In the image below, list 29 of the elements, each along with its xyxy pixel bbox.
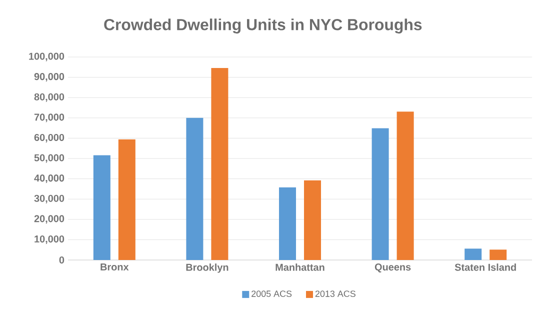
bar xyxy=(93,155,110,260)
x-tick-label: Queens xyxy=(374,264,411,272)
y-tick-label: 30,000 xyxy=(34,194,64,204)
bar xyxy=(211,68,228,260)
bar xyxy=(464,248,482,260)
legend-label: 2013 ACS xyxy=(315,290,356,297)
y-tick-label: 20,000 xyxy=(34,215,64,224)
x-tick-label: Staten Island xyxy=(454,264,516,271)
y-tick-label: 0 xyxy=(59,256,64,264)
y-tick-label: 100,000 xyxy=(29,52,64,62)
y-tick-label: 40,000 xyxy=(34,174,64,184)
x-tick-label: Bronx xyxy=(100,264,129,270)
y-tick-label: 90,000 xyxy=(34,73,64,82)
x-tick-label: Brooklyn xyxy=(186,264,228,273)
bar xyxy=(372,128,389,260)
bar xyxy=(490,250,507,260)
bar xyxy=(396,112,414,260)
y-tick-label: 50,000 xyxy=(34,154,64,163)
bar xyxy=(304,180,322,260)
legend-label: 2005 ACS xyxy=(252,290,292,297)
y-tick-label: 80,000 xyxy=(34,93,64,102)
chart-title: Crowded Dwelling Units in NYC Boroughs xyxy=(104,18,422,34)
y-tick-label: 10,000 xyxy=(34,235,64,244)
y-tick-label: 70,000 xyxy=(34,114,64,122)
y-tick-label: 60,000 xyxy=(34,134,64,142)
bar xyxy=(279,187,296,260)
bar xyxy=(118,139,136,260)
x-tick-label: Manhattan xyxy=(276,264,324,271)
bar xyxy=(186,118,204,260)
